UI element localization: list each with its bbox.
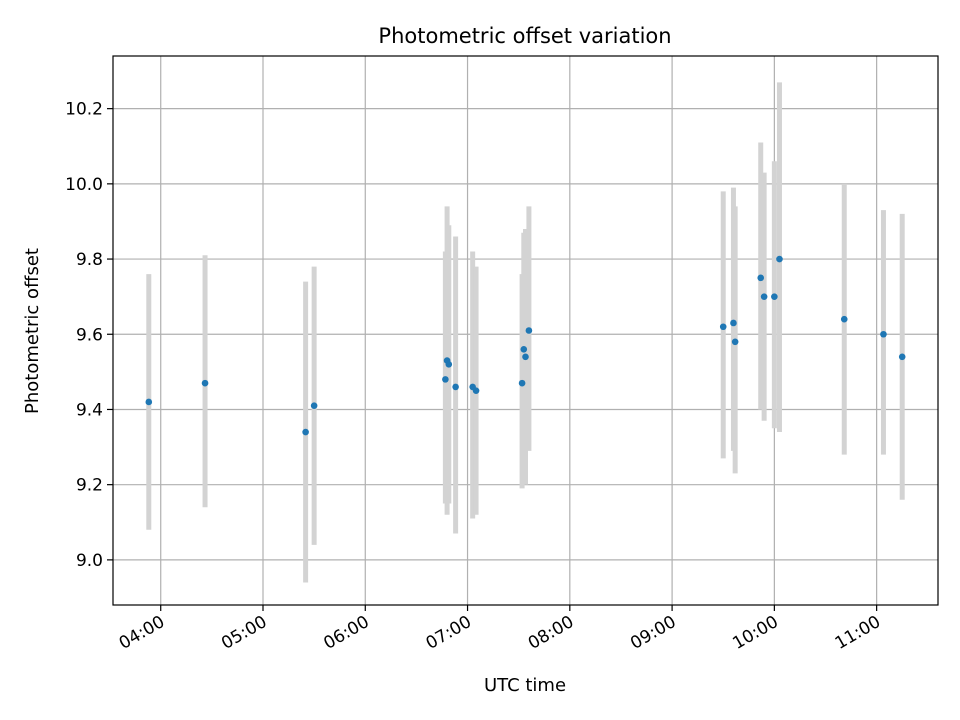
y-tick-label: 10.2 bbox=[65, 100, 103, 120]
data-point bbox=[472, 387, 480, 394]
data-point bbox=[771, 293, 778, 300]
x-tick-label: 07:00 bbox=[423, 612, 475, 654]
plot-frame bbox=[112, 55, 939, 606]
x-axis-label: UTC time bbox=[484, 675, 566, 696]
data-point bbox=[730, 319, 737, 327]
data-point bbox=[880, 330, 887, 338]
y-tick-label: 9.8 bbox=[76, 250, 103, 270]
x-tick-label: 08:00 bbox=[525, 612, 577, 654]
x-tick-label: 05:00 bbox=[218, 612, 270, 654]
data-point bbox=[522, 353, 529, 361]
y-axis-ticks: 9.0 9.2 9.4 9.6 9.8 10.0 10.2 bbox=[65, 100, 113, 571]
data-point bbox=[302, 428, 309, 436]
data-point bbox=[719, 323, 727, 331]
data-point bbox=[840, 315, 848, 323]
error-bars bbox=[146, 82, 905, 583]
data-point bbox=[145, 398, 153, 406]
x-tick-label: 09:00 bbox=[627, 612, 679, 654]
data-point bbox=[731, 338, 739, 346]
data-point bbox=[525, 327, 533, 334]
data-point bbox=[776, 255, 783, 263]
y-axis-label: Photometric offset bbox=[22, 248, 43, 414]
data-point bbox=[898, 353, 906, 361]
y-tick-label: 9.0 bbox=[76, 551, 103, 571]
data-point bbox=[760, 293, 768, 300]
y-tick-label: 9.2 bbox=[76, 476, 103, 496]
data-points bbox=[145, 255, 906, 436]
data-point bbox=[442, 376, 449, 383]
data-point bbox=[518, 379, 526, 387]
x-tick-label: 11:00 bbox=[832, 612, 884, 654]
x-tick-label: 10:00 bbox=[729, 612, 781, 654]
x-axis-ticks: 04:00 05:00 06:00 07:00 08:00 09:00 10:00 11:00 bbox=[116, 605, 884, 654]
data-point bbox=[445, 361, 453, 368]
chart-title: Photometric offset variation bbox=[378, 24, 671, 48]
data-point bbox=[520, 346, 528, 353]
data-point bbox=[452, 383, 459, 391]
x-tick-label: 06:00 bbox=[320, 612, 372, 654]
y-tick-label: 9.4 bbox=[76, 400, 103, 420]
data-point bbox=[201, 379, 209, 387]
x-tick-label: 04:00 bbox=[116, 612, 168, 654]
data-point bbox=[757, 274, 765, 282]
data-point bbox=[310, 402, 318, 410]
y-tick-label: 9.6 bbox=[76, 325, 103, 345]
y-tick-label: 10.0 bbox=[65, 175, 103, 195]
